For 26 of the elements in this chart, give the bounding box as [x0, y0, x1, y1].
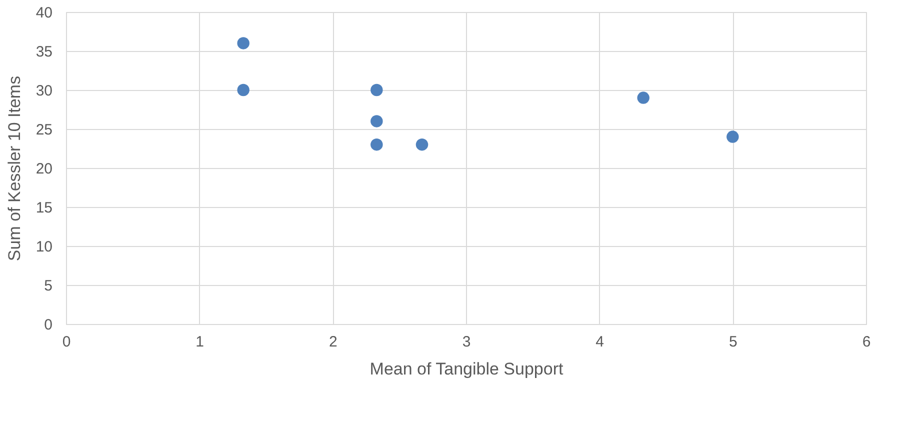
x-tick-label: 3	[462, 334, 471, 350]
y-tick-label: 10	[36, 238, 52, 256]
y-tick-label: 15	[36, 200, 52, 216]
x-tick-label: 1	[196, 334, 204, 350]
point	[237, 84, 250, 96]
point	[637, 92, 650, 104]
point	[370, 84, 383, 96]
x-tick-label: 5	[728, 334, 738, 350]
y-tick-label: 5	[44, 278, 52, 294]
y-tick-label: 0	[44, 316, 52, 334]
x-tick-label: 2	[328, 334, 338, 350]
y-tick-label: 20	[36, 160, 52, 178]
point	[370, 115, 383, 128]
y-tick-label: 30	[36, 82, 52, 100]
x-tick-label: 0	[62, 334, 71, 350]
point	[416, 138, 428, 151]
y-tick-label: 25	[36, 122, 52, 138]
point	[237, 37, 250, 50]
y-axis-title: Sum of Kessler 10 Items	[4, 76, 24, 262]
point	[370, 138, 383, 151]
point	[726, 130, 739, 143]
x-tick-label: 4	[596, 334, 604, 350]
x-axis-title: Mean of Tangible Support	[370, 360, 564, 378]
y-tick-label: 35	[36, 44, 52, 60]
x-tick-label: 6	[862, 334, 871, 350]
y-tick-label: 40	[36, 4, 52, 22]
